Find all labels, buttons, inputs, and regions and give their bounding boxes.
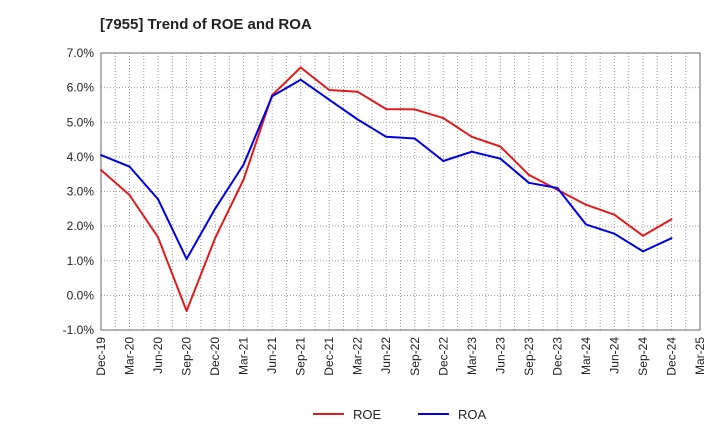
data-point-roe xyxy=(185,309,188,312)
data-point-roe xyxy=(584,203,587,206)
data-point-roe xyxy=(641,234,644,237)
data-point-roa xyxy=(499,157,502,160)
data-point-roe xyxy=(157,236,160,239)
data-point-roa xyxy=(470,150,473,153)
x-tick-label: Dec-23 xyxy=(550,337,564,376)
data-point-roa xyxy=(670,237,673,240)
data-point-roa xyxy=(527,181,530,184)
x-tick-label: Dec-21 xyxy=(322,337,336,376)
x-tick-label: Sep-24 xyxy=(636,337,650,376)
data-point-roe xyxy=(670,218,673,221)
data-point-roe xyxy=(527,173,530,176)
data-point-roa xyxy=(442,160,445,163)
y-tick-label: 6.0% xyxy=(67,81,95,95)
x-tick-label: Sep-22 xyxy=(408,337,422,376)
x-tick-label: Jun-20 xyxy=(151,337,165,374)
x-tick-label: Jun-21 xyxy=(265,337,279,374)
data-point-roe xyxy=(100,169,102,172)
data-point-roe xyxy=(499,145,502,148)
data-point-roa xyxy=(128,165,131,168)
data-point-roa xyxy=(271,95,274,98)
data-point-roe xyxy=(413,108,416,111)
data-point-roe xyxy=(613,213,616,216)
data-point-roe xyxy=(385,108,388,111)
data-point-roe xyxy=(470,135,473,138)
x-tick-label: Mar-23 xyxy=(465,337,479,375)
x-tick-label: Dec-24 xyxy=(664,337,678,376)
y-tick-label: 4.0% xyxy=(67,150,95,164)
data-point-roa xyxy=(356,118,359,121)
x-tick-label: Dec-19 xyxy=(94,337,108,376)
x-tick-label: Dec-20 xyxy=(208,337,222,376)
data-point-roa xyxy=(584,223,587,226)
legend-label-roe: ROE xyxy=(353,407,382,422)
y-tick-label: 3.0% xyxy=(67,185,95,199)
x-tick-label: Sep-23 xyxy=(522,337,536,376)
x-tick-label: Jun-23 xyxy=(493,337,507,374)
x-tick-label: Jun-24 xyxy=(607,337,621,374)
y-tick-label: 2.0% xyxy=(67,219,95,233)
data-point-roa xyxy=(157,198,160,201)
data-point-roa xyxy=(100,154,102,157)
data-point-roe xyxy=(128,193,131,196)
legend-label-roa: ROA xyxy=(458,407,487,422)
x-tick-label: Jun-22 xyxy=(379,337,393,374)
x-tick-label: Mar-22 xyxy=(351,337,365,375)
plot-border xyxy=(100,52,701,331)
x-tick-label: Mar-25 xyxy=(693,337,707,375)
data-point-roa xyxy=(385,135,388,138)
data-point-roe xyxy=(356,90,359,93)
data-point-roe xyxy=(242,178,245,181)
data-point-roa xyxy=(299,78,302,81)
x-tick-label: Mar-20 xyxy=(123,337,137,375)
data-point-roa xyxy=(214,207,217,210)
y-tick-label: 5.0% xyxy=(67,115,95,129)
data-point-roa xyxy=(242,163,245,166)
data-point-roa xyxy=(185,258,188,261)
data-point-roa xyxy=(556,187,559,190)
data-point-roa xyxy=(613,232,616,235)
data-point-roe xyxy=(442,117,445,120)
data-point-roa xyxy=(413,137,416,140)
x-tick-label: Dec-22 xyxy=(436,337,450,376)
y-tick-label: 7.0% xyxy=(67,46,95,60)
data-point-roa xyxy=(641,250,644,253)
x-tick-label: Sep-21 xyxy=(294,337,308,376)
y-tick-label: -1.0% xyxy=(63,323,95,337)
x-tick-label: Mar-24 xyxy=(579,337,593,375)
x-tick-label: Mar-21 xyxy=(237,337,251,375)
data-point-roa xyxy=(328,98,331,101)
data-point-roe xyxy=(299,66,302,69)
y-tick-label: 0.0% xyxy=(67,288,95,302)
data-point-roe xyxy=(328,89,331,92)
data-point-roe xyxy=(214,237,217,240)
chart-title: [7955] Trend of ROE and ROA xyxy=(100,16,312,33)
y-tick-label: 1.0% xyxy=(67,254,95,268)
x-tick-label: Sep-20 xyxy=(180,337,194,376)
